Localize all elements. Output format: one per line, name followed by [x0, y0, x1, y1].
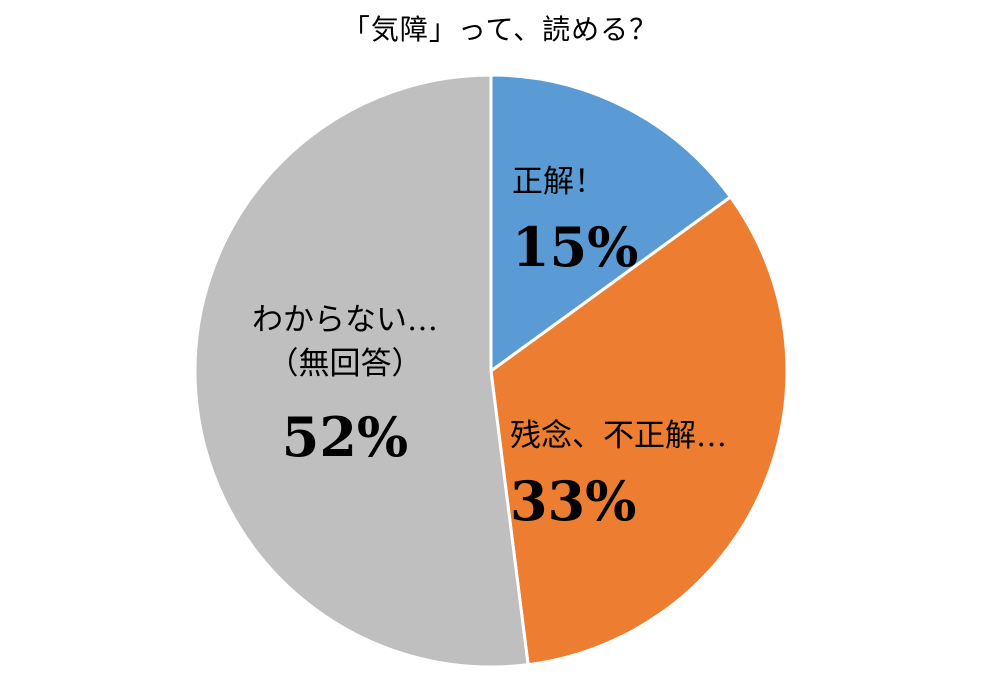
slice-2-label-line-1: 残念、不正解… [510, 418, 727, 454]
pie-slice-2 [489, 194, 789, 667]
pie-labels: 正解！ 15% 残念、不正解… 33% わからない… （無回答） 52% [252, 164, 727, 533]
chart-title: 「気障」って、読める？ [341, 13, 659, 46]
pie-slice-1 [489, 73, 733, 374]
slice-3-value-label: 52% [282, 405, 408, 469]
slice-1-label-line-1: 正解！ [512, 164, 605, 200]
pie-slice-3 [193, 73, 530, 669]
pie-slices [193, 73, 789, 669]
slice-2-value-label: 33% [510, 469, 636, 533]
slice-3-label-line-1: わからない… [252, 302, 438, 338]
slice-3-label-line-2: （無回答） [268, 346, 423, 382]
slice-1-value-label: 15% [512, 215, 638, 279]
